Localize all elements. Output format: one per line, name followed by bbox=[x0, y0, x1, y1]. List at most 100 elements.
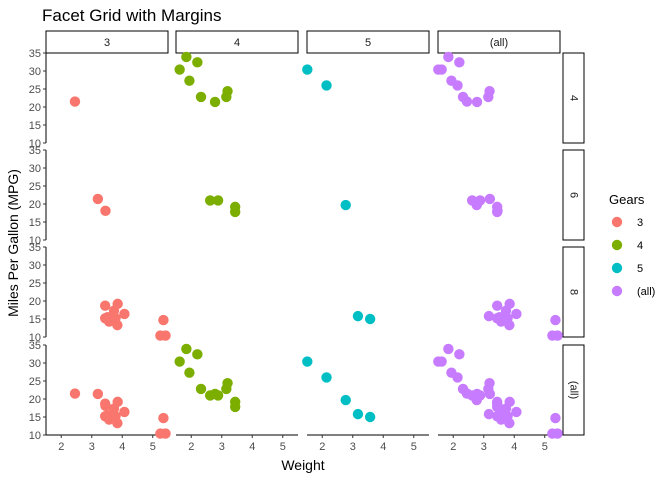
data-point bbox=[504, 298, 515, 310]
column-strip-2 bbox=[306, 30, 430, 54]
y-tick-label: 30 bbox=[29, 163, 41, 175]
data-point bbox=[160, 428, 171, 439]
data-point bbox=[204, 390, 216, 401]
y-tick-label: 20 bbox=[29, 296, 41, 308]
legend-label-1: 4 bbox=[637, 240, 643, 252]
column-strip-1 bbox=[175, 30, 299, 54]
data-point bbox=[484, 193, 496, 205]
data-point bbox=[212, 390, 224, 401]
data-point bbox=[504, 417, 515, 429]
data-point bbox=[511, 308, 522, 320]
data-point bbox=[209, 96, 221, 108]
x-tick-label: 4 bbox=[249, 441, 255, 453]
data-point bbox=[174, 356, 185, 367]
data-point bbox=[181, 51, 192, 63]
y-tick-label: 15 bbox=[29, 314, 41, 326]
data-point bbox=[99, 411, 111, 422]
data-point bbox=[321, 372, 332, 383]
data-point bbox=[221, 91, 232, 103]
data-point bbox=[452, 80, 463, 91]
data-point bbox=[99, 300, 111, 311]
data-point bbox=[181, 343, 192, 355]
row-strip-label-2: 8 bbox=[568, 289, 580, 295]
row-strip-label-0: 4 bbox=[568, 95, 580, 101]
y-tick-label: 25 bbox=[29, 181, 41, 193]
data-point bbox=[112, 396, 123, 408]
legend-label-2: 5 bbox=[637, 263, 643, 275]
legend: Gears 3 4 5 (all) bbox=[609, 192, 655, 298]
data-point bbox=[192, 57, 203, 68]
data-point bbox=[340, 394, 351, 406]
y-tick-label: 15 bbox=[29, 412, 41, 424]
data-point bbox=[433, 356, 444, 367]
row-strip-2 bbox=[562, 246, 585, 338]
data-point bbox=[491, 401, 503, 413]
data-point bbox=[112, 319, 123, 331]
data-point bbox=[174, 64, 185, 75]
x-tick-label: 4 bbox=[380, 441, 386, 453]
x-axis-title: Weight bbox=[281, 457, 324, 473]
x-tick-label: 2 bbox=[319, 441, 325, 453]
x-tick-label: 3 bbox=[481, 441, 487, 453]
legend-label-0: 3 bbox=[637, 217, 643, 229]
x-tick-label: 2 bbox=[188, 441, 194, 453]
y-tick-label: 10 bbox=[29, 138, 41, 150]
data-point bbox=[221, 383, 232, 395]
x-tick-label: 3 bbox=[219, 441, 225, 453]
data-point bbox=[483, 91, 494, 103]
data-point bbox=[112, 417, 123, 429]
data-point bbox=[550, 314, 561, 326]
x-tick-label: 5 bbox=[280, 441, 286, 453]
x-tick-label: 3 bbox=[350, 441, 356, 453]
data-point bbox=[471, 96, 483, 108]
data-point bbox=[99, 313, 111, 324]
data-point bbox=[229, 206, 241, 218]
y-tick-label: 10 bbox=[29, 235, 41, 247]
column-strip-label-0: 3 bbox=[104, 37, 110, 49]
data-point bbox=[491, 300, 503, 311]
legend-key-3 bbox=[611, 285, 623, 297]
data-point bbox=[352, 310, 364, 322]
data-point bbox=[195, 91, 207, 103]
data-point bbox=[112, 298, 123, 310]
data-point bbox=[495, 313, 507, 325]
y-tick-label: 10 bbox=[29, 332, 41, 344]
data-point bbox=[229, 401, 241, 413]
data-point bbox=[119, 308, 130, 320]
y-tick-label: 15 bbox=[29, 120, 41, 132]
data-point bbox=[552, 330, 563, 341]
row-strip-label-3: (all) bbox=[568, 381, 580, 399]
data-point bbox=[550, 412, 561, 424]
data-point bbox=[552, 428, 563, 439]
y-tick-label: 30 bbox=[29, 66, 41, 78]
legend-key-1 bbox=[611, 239, 623, 251]
row-strip-3 bbox=[562, 344, 585, 436]
x-tick-label: 2 bbox=[58, 441, 64, 453]
data-point bbox=[491, 206, 503, 218]
x-tick-label: 4 bbox=[119, 441, 125, 453]
plot-layer: 3 4 5 (all)468(all)101520253035101520253035… bbox=[29, 30, 585, 453]
column-strip-0 bbox=[45, 30, 169, 54]
column-strip-label-1: 4 bbox=[234, 37, 240, 49]
data-point bbox=[340, 199, 351, 211]
data-point bbox=[454, 349, 465, 360]
data-point bbox=[457, 383, 469, 395]
data-point bbox=[457, 91, 469, 103]
x-tick-label: 2 bbox=[450, 441, 456, 453]
data-point bbox=[452, 372, 463, 383]
y-tick-label: 35 bbox=[29, 48, 41, 60]
data-point bbox=[195, 383, 207, 395]
x-tick-label: 5 bbox=[411, 441, 417, 453]
data-point bbox=[364, 411, 376, 423]
data-point bbox=[454, 57, 465, 68]
data-point bbox=[433, 64, 444, 75]
legend-title: Gears bbox=[609, 192, 645, 207]
data-point bbox=[160, 330, 171, 341]
data-point bbox=[119, 406, 130, 418]
x-tick-label: 5 bbox=[542, 441, 548, 453]
column-strip-label-3: (all) bbox=[490, 37, 508, 49]
y-tick-label: 10 bbox=[29, 430, 41, 442]
row-strip-1 bbox=[562, 149, 585, 241]
row-strip-0 bbox=[562, 52, 585, 144]
